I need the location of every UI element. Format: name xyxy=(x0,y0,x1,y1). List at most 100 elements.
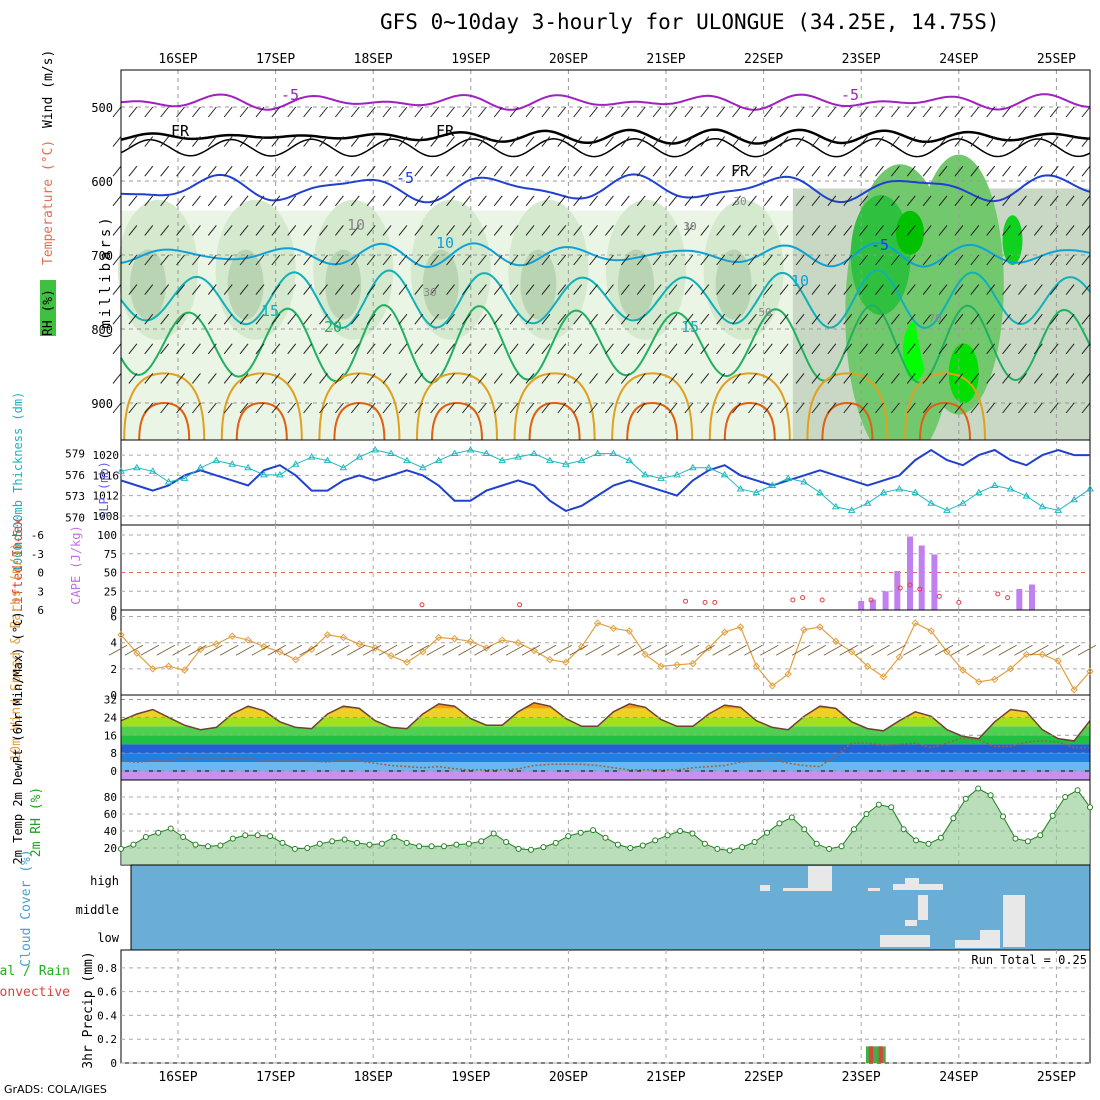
wind-barb xyxy=(1065,373,1075,384)
wind-barb xyxy=(684,284,694,295)
wind-barb xyxy=(732,284,741,295)
wind-barb xyxy=(1033,195,1043,207)
wind-barb-10m xyxy=(950,644,970,656)
wind-barb xyxy=(1018,136,1027,147)
contour-minus5-upper xyxy=(120,93,1091,111)
wind-speed-point xyxy=(641,650,649,659)
wind-barb xyxy=(795,165,805,177)
temp-band xyxy=(121,726,1090,736)
wind-barb xyxy=(954,343,964,355)
wind-barb xyxy=(319,136,328,147)
wind-barb xyxy=(986,373,996,384)
wind-speed-point xyxy=(514,638,522,647)
wind-barb xyxy=(446,136,455,147)
wind-barb xyxy=(620,343,630,355)
wind-barb xyxy=(986,195,996,207)
cloud-block xyxy=(955,940,980,948)
wind-barb xyxy=(1018,165,1027,177)
wind-barb xyxy=(779,313,789,325)
wind-barb xyxy=(462,106,471,118)
rh-point xyxy=(1000,813,1007,820)
wind-speed-point xyxy=(990,675,999,684)
wind-barb xyxy=(700,225,710,236)
wind-barb xyxy=(176,254,185,266)
wind-barb xyxy=(414,284,424,295)
rh-wet-peak-3 xyxy=(896,210,924,255)
wind-barb xyxy=(684,136,694,147)
thickness-point xyxy=(1022,492,1031,499)
rh-wet-peak-4 xyxy=(1002,215,1023,266)
wind-barb xyxy=(509,313,519,325)
wind-barb xyxy=(620,195,630,207)
wind-barb xyxy=(223,343,233,355)
wind-barb xyxy=(192,343,201,355)
rh-point xyxy=(1087,804,1093,811)
wind-barb xyxy=(509,373,519,384)
wind-barb xyxy=(1081,373,1091,384)
wind-barb xyxy=(239,195,249,207)
cape-tick-label: 100 xyxy=(97,529,117,542)
wind-barb xyxy=(509,284,519,295)
wind-barb xyxy=(906,402,916,414)
wind-barb xyxy=(795,225,805,236)
wind-barb xyxy=(239,106,249,118)
wind-barb xyxy=(668,195,678,207)
wind-barb xyxy=(128,195,138,207)
li-point xyxy=(956,599,962,605)
wind-barb xyxy=(446,343,455,355)
wind-barb-10m xyxy=(220,644,239,656)
rh-point xyxy=(366,841,373,848)
wind-barb-10m xyxy=(188,644,207,656)
wind-barb xyxy=(303,106,313,118)
wind-barb xyxy=(303,225,313,236)
contour-label: 15 xyxy=(261,302,279,320)
wind-barb xyxy=(668,136,678,147)
wind-barb xyxy=(303,313,313,325)
wind-barb xyxy=(319,195,328,207)
li-point xyxy=(800,595,806,601)
wind-barb xyxy=(255,225,265,236)
rh-point xyxy=(875,801,882,808)
wind-speed-point xyxy=(355,640,363,648)
wind-barb xyxy=(986,402,996,414)
wind-barb xyxy=(986,165,996,177)
precip-tick-label: 0.6 xyxy=(97,986,117,999)
wind-barb xyxy=(811,165,821,177)
wind-barb xyxy=(192,165,201,177)
wind-barb xyxy=(192,373,201,384)
wind-barb xyxy=(732,225,741,236)
wind-barb xyxy=(366,254,376,266)
li-point xyxy=(702,599,708,605)
thickness-ylabel: 1000-500mb Thickness (dm) xyxy=(11,392,25,573)
wind-barb xyxy=(287,373,297,384)
wind-barb xyxy=(779,402,789,414)
thickness-point xyxy=(816,488,824,496)
wind-barb xyxy=(176,343,185,355)
wind-barb xyxy=(732,343,741,355)
wind-barb xyxy=(350,225,360,236)
wind-barb xyxy=(859,313,868,325)
top-x-tick-label: 17SEP xyxy=(256,52,295,67)
wind-barb xyxy=(223,136,233,147)
wind-barb xyxy=(493,343,503,355)
wind-barb xyxy=(636,402,646,414)
wind-barb xyxy=(366,195,376,207)
wind-barb xyxy=(112,165,122,177)
wind-barb xyxy=(970,225,980,236)
li-tick-label: -3 xyxy=(31,548,44,561)
wind-barb xyxy=(684,343,694,355)
contour-label: FR xyxy=(731,162,750,180)
wind-barb xyxy=(859,284,868,295)
dewpt-line xyxy=(120,736,1090,771)
wind-barb xyxy=(430,373,440,384)
wind-barb xyxy=(779,106,789,118)
wind-barb-10m xyxy=(267,644,287,656)
rh-point xyxy=(441,843,447,850)
wind-barb xyxy=(589,225,598,236)
wind-barb xyxy=(112,106,122,118)
li-point xyxy=(995,591,1001,597)
wind-barb xyxy=(684,195,694,207)
temp-band xyxy=(121,717,1090,727)
li-point xyxy=(683,598,689,604)
wind-barb xyxy=(557,373,567,384)
